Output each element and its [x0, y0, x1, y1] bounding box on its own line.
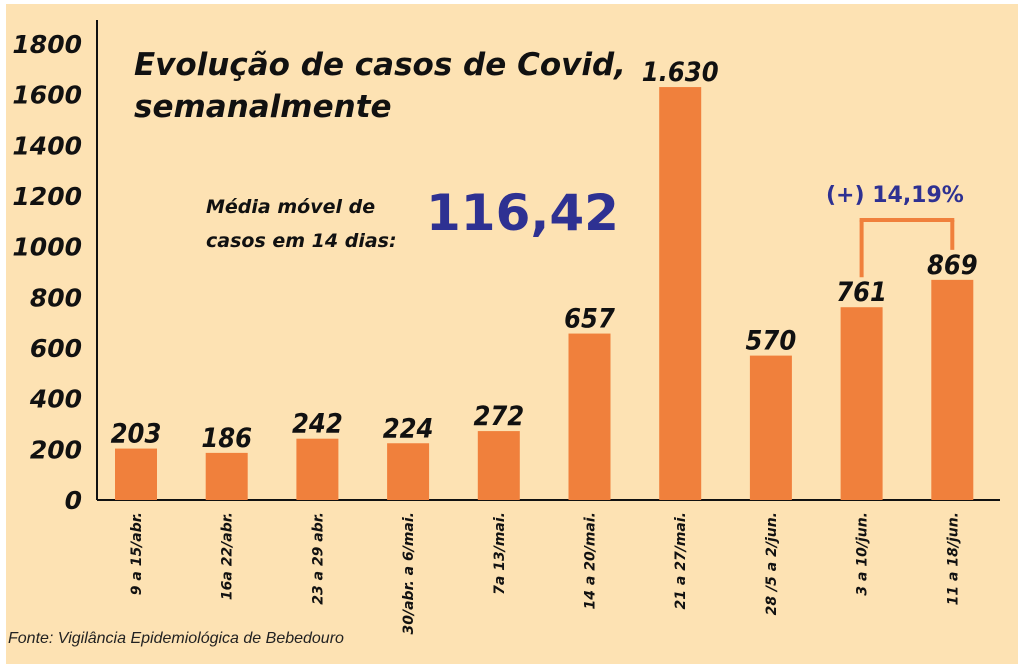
growth-annotation: (+) 14,19%: [826, 183, 964, 208]
bar: [387, 443, 430, 500]
bar: [568, 333, 611, 500]
x-tick-label: 3 a 10/jun.: [855, 512, 871, 596]
bar: [931, 279, 974, 500]
y-tick-label: 600: [30, 334, 82, 363]
bar-value-label: 761: [836, 277, 887, 308]
x-tick-label: 23 a 29 abr.: [310, 512, 326, 605]
bar: [205, 452, 248, 500]
moving-average-value: 116,42: [426, 184, 619, 242]
y-tick-label: 400: [29, 385, 82, 414]
bar-value-label: 224: [383, 413, 434, 444]
bar-value-label: 570: [746, 326, 797, 357]
y-tick-label: 1600: [12, 81, 82, 110]
x-tick-label: 14 a 20/mai.: [583, 512, 599, 609]
x-tick-label: 7a 13/mai.: [492, 512, 508, 595]
bar-value-label: 272: [473, 401, 524, 432]
y-tick-label: 200: [30, 435, 82, 464]
bar: [115, 448, 157, 500]
bar: [659, 87, 702, 501]
chart-title: Evolução de casos de Covid, semanalmente: [134, 47, 626, 125]
y-tick-label: 1400: [12, 131, 82, 160]
bar: [296, 438, 339, 500]
x-tick-label: 11 a 18/jun.: [945, 512, 961, 605]
y-tick-label: 800: [30, 283, 82, 312]
bar: [477, 431, 520, 500]
x-tick-label: 16a 22/abr.: [220, 512, 236, 600]
x-tick-label: 21 a 27/mai.: [673, 512, 689, 609]
x-tick-label: 30/abr. a 6/mai.: [401, 512, 417, 635]
y-tick-label: 1800: [12, 30, 82, 59]
bar-value-label: 203: [111, 419, 162, 450]
bar: [840, 307, 883, 500]
source-note: Fonte: Vigilância Epidemiológica de Bebe…: [8, 630, 344, 647]
x-tick-label: 9 a 15/abr.: [129, 512, 145, 595]
x-tick-label: 28 /5 a 2/jun.: [764, 512, 780, 615]
bar-value-label: 657: [564, 304, 615, 335]
moving-average-label: Média móvel de casos em 14 dias:: [206, 196, 397, 252]
y-tick-label: 1200: [12, 182, 82, 211]
bar: [749, 355, 792, 500]
bar-value-label: 186: [201, 423, 252, 454]
bar-value-label: 869: [927, 250, 978, 281]
y-tick-label: 1000: [12, 233, 82, 262]
bar-value-label: 1.630: [642, 57, 719, 88]
y-tick-label: 0: [65, 486, 82, 515]
bar-value-label: 242: [292, 409, 343, 440]
